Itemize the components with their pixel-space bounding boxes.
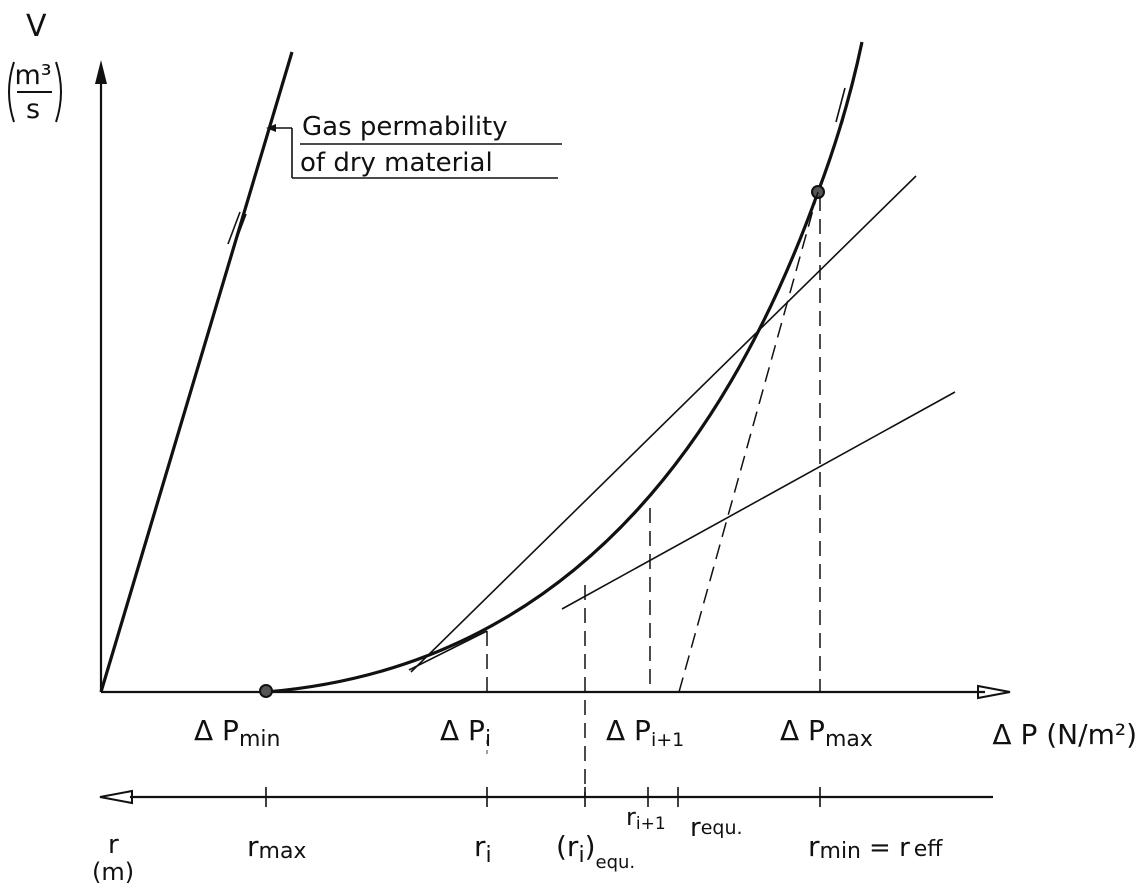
break-mark — [835, 87, 846, 123]
secant-line — [678, 191, 819, 693]
dry-material-line — [99, 51, 294, 693]
y-unit-denominator: s — [26, 94, 40, 125]
break-mark — [841, 89, 852, 125]
break-mark — [227, 211, 241, 245]
tangent-line-lower — [561, 391, 956, 610]
flow-curve — [265, 41, 864, 694]
r-axis-label: r — [108, 830, 119, 860]
label-delta-p-min: Δ Pmin — [194, 714, 280, 752]
r-axis-ticks — [265, 740, 821, 807]
annotation-line1: Gas permability — [302, 112, 508, 142]
annotation-leader — [266, 124, 562, 179]
y-axis — [95, 60, 107, 692]
x-axis-arrow-icon — [977, 684, 1011, 700]
x-axis — [101, 684, 1011, 700]
r-axis — [99, 789, 993, 805]
x-axis-label: Δ P (N/m²) — [992, 718, 1137, 751]
label-delta-p-i: Δ Pi — [440, 714, 491, 752]
label-r-min-eff: rmin = r eff — [808, 830, 943, 864]
label-delta-p-i1: Δ Pi+1 — [606, 714, 684, 751]
tangent-line-upper — [410, 175, 917, 673]
point-pmin — [259, 684, 273, 698]
label-r-i: ri — [474, 830, 492, 868]
annotation-line2: of dry material — [300, 148, 493, 178]
r-axis-arrow-icon — [99, 789, 133, 805]
y-unit-numerator: m³ — [14, 60, 51, 91]
tangent-lines — [408, 175, 956, 673]
paren-left — [8, 61, 15, 123]
label-r-i1: ri+1 — [626, 803, 666, 834]
vertical-guides — [486, 196, 821, 797]
label-delta-p-max: Δ Pmax — [780, 714, 873, 752]
label-r-max: rmax — [247, 830, 306, 864]
tangent-line-pi — [408, 630, 488, 671]
break-mark — [233, 213, 247, 247]
label-r-i-equ: (ri)equ. — [556, 830, 635, 873]
y-axis-label: V — [26, 9, 47, 44]
paren-right — [55, 61, 62, 123]
label-r-equ: requ. — [690, 813, 743, 843]
y-axis-arrow-icon — [95, 60, 107, 84]
r-axis-unit: (m) — [92, 858, 134, 886]
